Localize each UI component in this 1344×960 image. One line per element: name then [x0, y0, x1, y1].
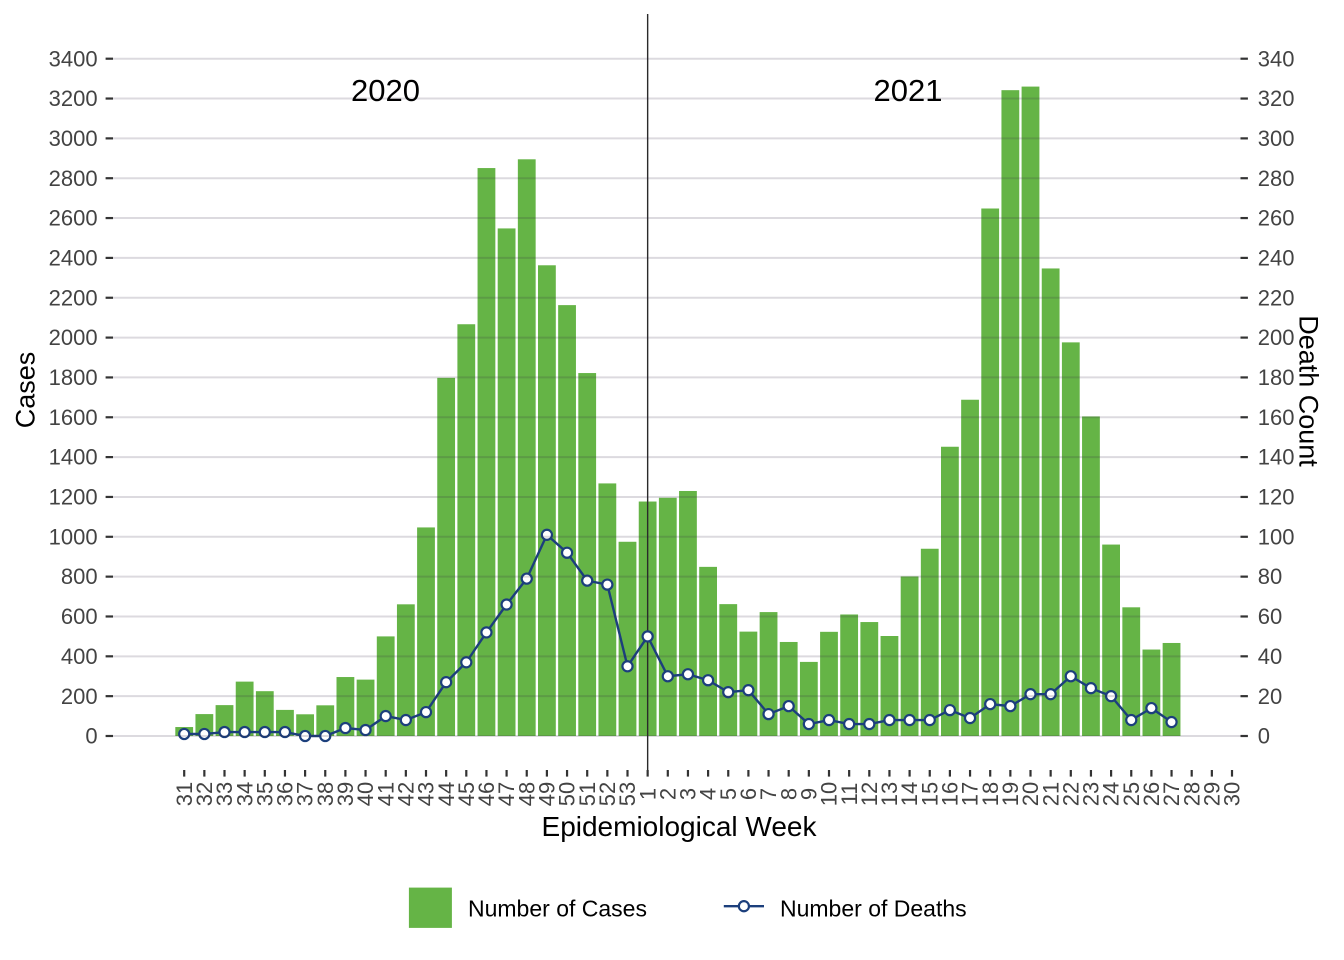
- svg-text:15: 15: [917, 782, 942, 806]
- svg-text:23: 23: [1079, 782, 1104, 806]
- svg-text:21: 21: [1038, 782, 1063, 806]
- svg-text:27: 27: [1159, 782, 1184, 806]
- svg-text:600: 600: [61, 604, 98, 629]
- svg-text:1800: 1800: [49, 365, 98, 390]
- svg-text:48: 48: [514, 782, 539, 806]
- svg-text:41: 41: [373, 782, 398, 806]
- svg-text:3400: 3400: [49, 46, 98, 71]
- svg-text:320: 320: [1258, 86, 1295, 111]
- svg-text:10: 10: [817, 782, 842, 806]
- svg-text:18: 18: [978, 782, 1003, 806]
- svg-text:9: 9: [796, 788, 821, 800]
- svg-text:Number of Deaths: Number of Deaths: [780, 896, 967, 922]
- svg-text:51: 51: [575, 782, 600, 806]
- svg-text:180: 180: [1258, 365, 1295, 390]
- svg-text:1000: 1000: [49, 524, 98, 549]
- svg-text:1: 1: [635, 788, 660, 800]
- svg-text:40: 40: [353, 782, 378, 806]
- svg-text:20: 20: [1258, 684, 1282, 709]
- svg-text:26: 26: [1139, 782, 1164, 806]
- svg-text:200: 200: [61, 684, 98, 709]
- svg-text:17: 17: [958, 782, 983, 806]
- svg-text:7: 7: [756, 788, 781, 800]
- svg-text:46: 46: [474, 782, 499, 806]
- svg-text:22: 22: [1058, 782, 1083, 806]
- svg-text:800: 800: [61, 564, 98, 589]
- svg-text:5: 5: [716, 788, 741, 800]
- svg-text:120: 120: [1258, 485, 1295, 510]
- svg-text:44: 44: [434, 782, 459, 806]
- svg-text:52: 52: [595, 782, 620, 806]
- svg-text:16: 16: [938, 782, 963, 806]
- svg-text:24: 24: [1099, 782, 1124, 806]
- svg-text:25: 25: [1119, 782, 1144, 806]
- svg-text:2021: 2021: [874, 73, 943, 108]
- svg-text:36: 36: [273, 782, 298, 806]
- svg-text:300: 300: [1258, 126, 1295, 151]
- svg-text:45: 45: [454, 782, 479, 806]
- svg-text:Number of Cases: Number of Cases: [468, 896, 647, 922]
- svg-text:12: 12: [857, 782, 882, 806]
- svg-text:47: 47: [494, 782, 519, 806]
- svg-text:30: 30: [1220, 782, 1245, 806]
- svg-text:34: 34: [232, 782, 257, 806]
- svg-text:2200: 2200: [49, 285, 98, 310]
- svg-text:1400: 1400: [49, 445, 98, 470]
- svg-text:49: 49: [535, 782, 560, 806]
- svg-text:14: 14: [897, 782, 922, 806]
- svg-text:2020: 2020: [351, 73, 420, 108]
- svg-text:Cases: Cases: [10, 352, 40, 429]
- svg-text:0: 0: [85, 724, 97, 749]
- svg-text:260: 260: [1258, 206, 1295, 231]
- svg-text:1600: 1600: [49, 405, 98, 430]
- svg-text:3200: 3200: [49, 86, 98, 111]
- svg-text:400: 400: [61, 644, 98, 669]
- svg-text:38: 38: [313, 782, 338, 806]
- svg-text:29: 29: [1199, 782, 1224, 806]
- svg-text:20: 20: [1018, 782, 1043, 806]
- svg-text:340: 340: [1258, 46, 1295, 71]
- svg-text:50: 50: [555, 782, 580, 806]
- svg-text:Epidemiological Week: Epidemiological Week: [542, 811, 818, 842]
- svg-text:2000: 2000: [49, 325, 98, 350]
- svg-text:4: 4: [696, 788, 721, 800]
- svg-text:32: 32: [192, 782, 217, 806]
- svg-text:3: 3: [676, 788, 701, 800]
- svg-text:28: 28: [1179, 782, 1204, 806]
- svg-text:6: 6: [736, 788, 761, 800]
- svg-text:3000: 3000: [49, 126, 98, 151]
- svg-text:31: 31: [172, 782, 197, 806]
- svg-text:11: 11: [837, 783, 862, 806]
- svg-text:42: 42: [393, 782, 418, 806]
- svg-text:1200: 1200: [49, 485, 98, 510]
- svg-text:13: 13: [877, 782, 902, 806]
- svg-text:2600: 2600: [49, 206, 98, 231]
- svg-text:2: 2: [655, 788, 680, 800]
- svg-text:19: 19: [998, 782, 1023, 806]
- svg-text:Death Count: Death Count: [1294, 315, 1324, 467]
- svg-text:40: 40: [1258, 644, 1282, 669]
- svg-text:0: 0: [1258, 724, 1270, 749]
- svg-text:200: 200: [1258, 325, 1295, 350]
- svg-text:2400: 2400: [49, 246, 98, 271]
- svg-text:220: 220: [1258, 285, 1295, 310]
- svg-text:140: 140: [1258, 445, 1295, 470]
- svg-text:53: 53: [615, 782, 640, 806]
- svg-text:280: 280: [1258, 166, 1295, 191]
- svg-text:37: 37: [293, 782, 318, 806]
- svg-text:240: 240: [1258, 246, 1295, 271]
- svg-text:60: 60: [1258, 604, 1282, 629]
- svg-text:2800: 2800: [49, 166, 98, 191]
- svg-text:8: 8: [776, 788, 801, 800]
- svg-text:80: 80: [1258, 564, 1282, 589]
- svg-text:160: 160: [1258, 405, 1295, 430]
- svg-text:35: 35: [252, 782, 277, 806]
- svg-text:100: 100: [1258, 524, 1295, 549]
- svg-text:39: 39: [333, 782, 358, 806]
- svg-text:33: 33: [212, 782, 237, 806]
- svg-text:43: 43: [414, 782, 439, 806]
